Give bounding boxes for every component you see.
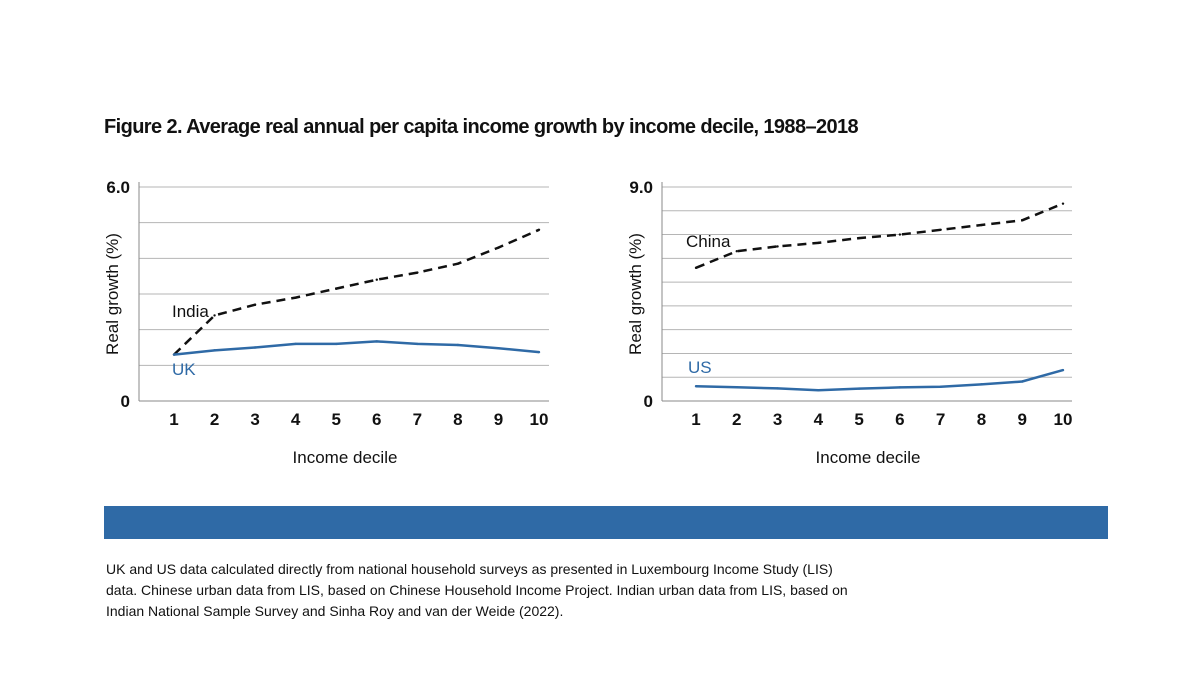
x-tick-label: 5 [331,410,340,429]
series-label-china: China [686,232,731,251]
x-tick-label: 8 [977,410,986,429]
data-point-china [694,266,698,270]
series-label-uk: UK [172,360,196,379]
x-tick-label: 2 [210,410,219,429]
y-tick-label: 0 [644,392,653,411]
x-tick-label: 2 [732,410,741,429]
y-axis-label: Real growth (%) [626,233,645,355]
accent-band [104,506,1108,539]
data-point-china [939,228,942,231]
data-point-china [1061,202,1065,205]
data-point-uk [213,349,216,352]
x-tick-label: 7 [936,410,945,429]
data-point-us [939,385,942,388]
x-axis-label: Income decile [293,448,398,467]
series-line-india [173,228,540,356]
data-point-uk [172,353,176,356]
data-point-india [294,296,297,299]
x-tick-label: 10 [1054,410,1073,429]
data-point-india [497,246,500,249]
series-label-us: US [688,358,712,377]
chart-china-us: 0 9.0 1 2 3 4 5 6 7 8 9 10 Income decile Real growth … [626,178,1073,467]
data-point-china [776,245,779,248]
series-line-uk [173,340,540,356]
x-tick-label: 9 [494,410,503,429]
data-point-uk [537,350,541,354]
data-point-uk [416,342,419,346]
data-point-india [335,287,338,290]
data-point-uk [456,343,460,347]
data-point-india [375,278,378,281]
series-line-us [695,368,1064,392]
data-point-china [1021,219,1024,222]
data-point-us [1021,380,1024,383]
data-point-us [857,387,861,390]
x-tick-label: 6 [372,410,381,429]
data-point-india [456,262,460,265]
x-tick-label: 6 [895,410,904,429]
data-point-us [898,386,902,389]
y-axis-label: Real growth (%) [103,233,122,355]
series-line-china [695,202,1064,269]
x-axis-label: Income decile [816,448,921,467]
data-point-india [416,271,419,274]
x-tick-label: 1 [169,410,178,429]
data-point-uk [294,342,297,346]
x-tick-label: 4 [291,410,301,429]
data-point-china [817,241,820,245]
data-point-us [1061,368,1065,372]
data-point-china [898,233,902,236]
data-point-us [694,385,698,388]
x-tick-label: 10 [530,410,549,429]
data-point-china [735,250,738,253]
data-point-india [537,228,541,231]
data-point-uk [497,347,500,350]
x-tick-label: 3 [773,410,782,429]
y-tick-label: 9.0 [629,178,653,197]
data-point-us [776,387,779,390]
data-point-india [213,314,216,317]
series-label-india: India [172,302,209,321]
data-point-china [980,223,983,227]
x-tick-label: 8 [453,410,462,429]
x-tick-label: 7 [413,410,422,429]
figure-title: Figure 2. Average real annual per capita… [104,116,859,138]
data-point-uk [335,342,338,346]
x-tick-label: 9 [1017,410,1026,429]
data-point-uk [253,346,257,349]
data-point-us [980,383,983,386]
data-point-india [253,303,257,306]
data-point-us [817,389,820,392]
data-point-us [735,386,738,389]
x-tick-label: 3 [250,410,259,429]
x-tick-label: 4 [814,410,824,429]
y-tick-label: 0 [121,392,130,411]
source-note: UK and US data calculated directly from … [106,561,848,619]
chart-india-uk: 0 6.0 1 2 3 4 5 6 7 8 9 10 Income decile Real growth … [103,178,549,467]
x-tick-label: 1 [691,410,700,429]
data-point-china [857,236,861,240]
y-tick-label: 6.0 [106,178,130,197]
data-point-uk [375,340,378,343]
x-tick-label: 5 [854,410,863,429]
